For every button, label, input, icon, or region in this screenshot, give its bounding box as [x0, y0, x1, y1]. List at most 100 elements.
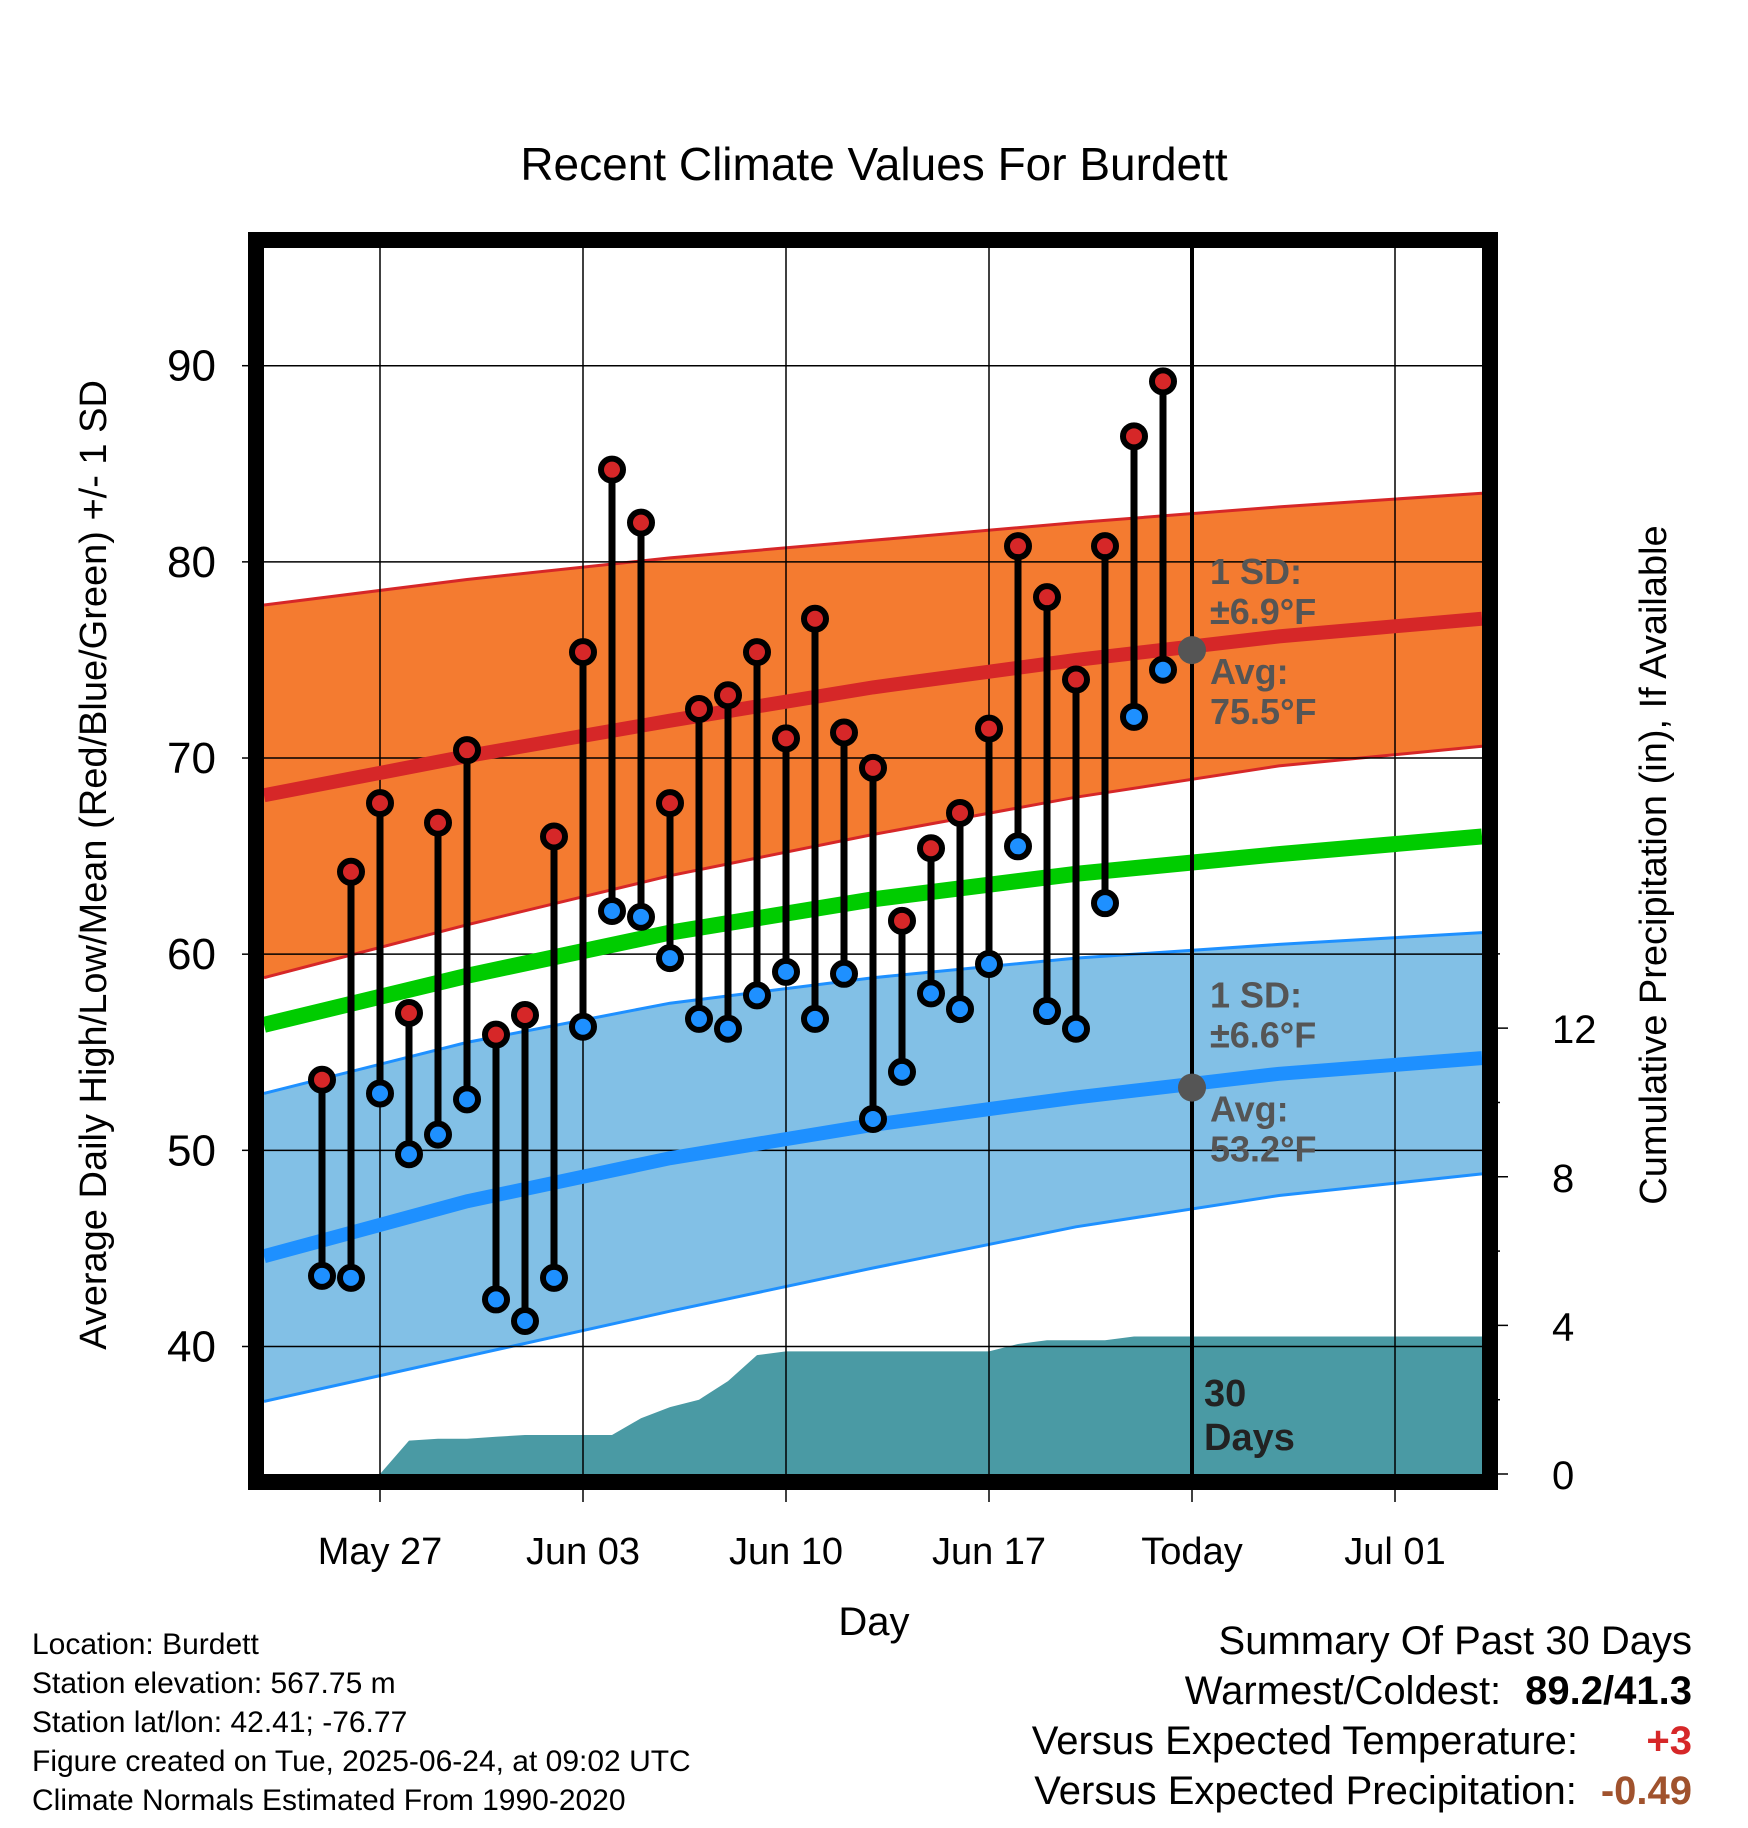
summary-title: Summary Of Past 30 Days — [1218, 1619, 1692, 1663]
low-point — [1033, 997, 1061, 1026]
high-point — [975, 714, 1003, 743]
y-tick-label: 70 — [167, 734, 216, 783]
y2-tick-label: 4 — [1552, 1305, 1574, 1349]
high-point — [656, 789, 684, 818]
high-point — [714, 681, 742, 710]
low-point — [1062, 1014, 1090, 1043]
high-point — [1149, 367, 1177, 396]
low-point — [1149, 655, 1177, 684]
high-point — [1120, 422, 1148, 451]
y2-tick-label: 0 — [1552, 1454, 1574, 1498]
plot-content — [264, 248, 1482, 1474]
x-tick-label: Jun 03 — [526, 1531, 640, 1573]
high-point — [540, 822, 568, 851]
temp-departure-label: Versus Expected Temperature: — [1031, 1719, 1578, 1763]
high-avg-label: Avg: — [1210, 651, 1289, 692]
high-point — [598, 455, 626, 484]
elevation-text: Station elevation: 567.75 m — [32, 1667, 396, 1700]
high-point — [859, 753, 887, 782]
y-tick-label: 90 — [167, 342, 216, 391]
high-sd-value: ±6.9°F — [1210, 591, 1316, 632]
low-point — [656, 944, 684, 973]
low-point — [1091, 889, 1119, 918]
days-word-label: Days — [1204, 1417, 1295, 1459]
high-point — [946, 798, 974, 827]
high-point — [569, 638, 597, 667]
low-point — [337, 1263, 365, 1292]
low-point — [685, 1004, 713, 1033]
high-sd-upper-line — [264, 491, 1482, 607]
station-info: Location: Burdett Station elevation: 567… — [32, 1625, 691, 1820]
high-point — [743, 638, 771, 667]
temp-departure-row: Versus Expected Temperature: +3 — [1032, 1716, 1692, 1766]
low-point — [540, 1263, 568, 1292]
low-point — [772, 957, 800, 986]
warmest-coldest-value: 89.2/41.3 — [1525, 1669, 1692, 1713]
temp-departure-value: +3 — [1646, 1719, 1692, 1763]
x-tick-label: Today — [1141, 1531, 1242, 1573]
high-point — [453, 736, 481, 765]
low-point — [859, 1104, 887, 1133]
today-high-avg-marker — [1178, 636, 1206, 665]
low-point — [714, 1014, 742, 1043]
x-tick-label: May 27 — [318, 1531, 443, 1573]
high-point — [772, 724, 800, 753]
low-point — [743, 981, 771, 1010]
location-text: Location: Burdett — [32, 1628, 259, 1661]
y2-tick-label: 8 — [1552, 1157, 1574, 1201]
warmest-coldest-label: Warmest/Coldest: — [1184, 1669, 1502, 1713]
y-tick-label: 40 — [167, 1322, 216, 1371]
high-point — [482, 1020, 510, 1049]
precip-departure-label: Versus Expected Precipitation: — [1034, 1769, 1577, 1813]
precip-departure-row: Versus Expected Precipitation: -0.49 — [1032, 1766, 1692, 1816]
precip-departure-value: -0.49 — [1600, 1769, 1692, 1813]
high-point — [801, 604, 829, 633]
high-point — [888, 906, 916, 935]
today-low-avg-marker — [1178, 1073, 1206, 1102]
low-point — [627, 902, 655, 931]
y-tick-label: 80 — [167, 538, 216, 587]
high-point — [1091, 532, 1119, 561]
low-point — [801, 1004, 829, 1033]
low-avg-label: Avg: — [1210, 1089, 1289, 1130]
high-point — [830, 718, 858, 747]
low-sd-label: 1 SD: — [1210, 975, 1302, 1016]
low-point — [569, 1012, 597, 1041]
high-point — [308, 1065, 336, 1094]
low-point — [975, 949, 1003, 978]
low-point — [830, 959, 858, 988]
warmest-coldest-row: Warmest/Coldest: 89.2/41.3 — [1032, 1666, 1692, 1716]
low-point — [511, 1306, 539, 1335]
high-point — [917, 834, 945, 863]
low-sd-value: ±6.6°F — [1210, 1015, 1316, 1056]
summary-panel: Summary Of Past 30 Days Warmest/Coldest:… — [1032, 1616, 1692, 1816]
high-point — [627, 508, 655, 537]
days-count-label: 30 — [1204, 1373, 1246, 1415]
low-point — [308, 1261, 336, 1290]
high-point — [424, 808, 452, 837]
y-axis-label: Average Daily High/Low/Mean (Red/Blue/Gr… — [73, 380, 115, 1350]
y-tick-label: 50 — [167, 1126, 216, 1175]
high-sd-band — [264, 493, 1482, 978]
high-point — [1033, 583, 1061, 612]
x-tick-label: Jun 10 — [729, 1531, 843, 1573]
high-sd-label: 1 SD: — [1210, 551, 1302, 592]
low-point — [1120, 702, 1148, 731]
x-tick-label: Jun 17 — [932, 1531, 1046, 1573]
latlon-text: Station lat/lon: 42.41; -76.77 — [32, 1706, 408, 1739]
high-point — [337, 857, 365, 886]
low-point — [395, 1140, 423, 1169]
y-tick-label: 60 — [167, 930, 216, 979]
high-point — [685, 694, 713, 723]
low-point — [946, 995, 974, 1024]
low-point — [598, 897, 626, 926]
normals-text: Climate Normals Estimated From 1990-2020 — [32, 1784, 626, 1817]
low-point — [424, 1120, 452, 1149]
high-point — [511, 1000, 539, 1029]
low-point — [1004, 832, 1032, 861]
high-point — [1062, 665, 1090, 694]
y2-tick-label: 12 — [1552, 1008, 1597, 1052]
high-point — [366, 789, 394, 818]
plot-frame — [248, 232, 1498, 1490]
